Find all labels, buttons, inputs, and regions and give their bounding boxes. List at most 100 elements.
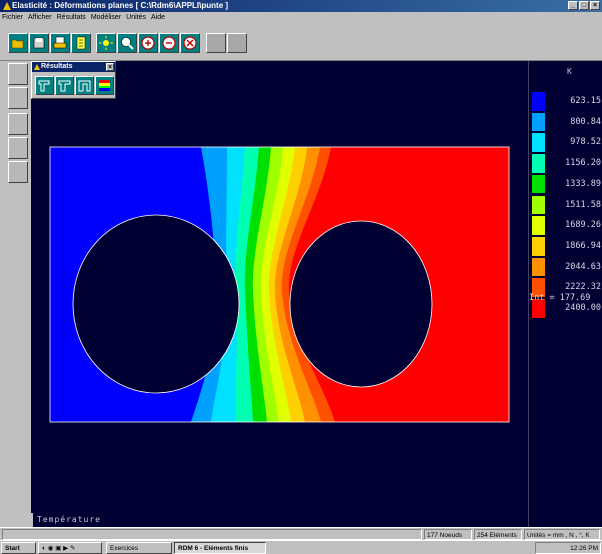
result-type-label: Température [33, 513, 528, 527]
legend-swatch [532, 92, 545, 111]
menu-aide[interactable]: Aide [151, 14, 166, 21]
zoom-in-icon [141, 36, 155, 50]
notepad-button[interactable] [71, 33, 91, 53]
legend-value: 2400.00 [565, 303, 601, 313]
legend-swatch [532, 154, 545, 173]
side-tool-button[interactable] [8, 137, 28, 159]
legend-value: 1511.58 [565, 199, 601, 210]
temperature-field-plot [49, 146, 510, 423]
menu-resultats[interactable]: Résultats [56, 14, 86, 21]
legend-swatch [532, 133, 545, 153]
warning-triangle-icon [34, 64, 40, 70]
legend-swatch [532, 257, 545, 277]
displacement-button[interactable] [55, 76, 74, 95]
zoom-out-button[interactable] [159, 33, 179, 53]
menu-afficher[interactable]: Afficher [28, 14, 52, 21]
notepad-icon [76, 36, 86, 50]
taskbar: Start ◐ ◉ ▣ ▶ ✎ Exercices RDM 6 - Elémen… [0, 540, 602, 554]
legend-unit: K [567, 67, 572, 76]
legend-swatch [532, 236, 545, 256]
menu-modeliser[interactable]: Modéliser [90, 14, 122, 21]
start-button[interactable]: Start [1, 542, 36, 554]
legend-value: 978.52 [570, 137, 601, 148]
legend-value: 1866.94 [565, 240, 601, 251]
task-exercices[interactable]: Exercices [106, 542, 172, 554]
quick-launch-icons[interactable]: ◐ ◉ ▣ ▶ ✎ [42, 545, 76, 552]
window-controls: _ □ × [568, 1, 600, 10]
close-button[interactable]: × [590, 1, 600, 10]
light-button[interactable] [96, 33, 116, 53]
maximize-button[interactable]: □ [579, 1, 589, 10]
legend-swatch [532, 299, 545, 318]
window-title: Elasticité : Déformations planes [ C:\Rd… [12, 1, 229, 10]
save-disk-icon [33, 37, 45, 49]
status-bar: 177 Noeuds 254 Eléments Unités = mm , N … [0, 527, 602, 540]
legend-swatch [532, 174, 545, 194]
open-button[interactable] [8, 33, 28, 53]
deformed-shape-button[interactable] [35, 76, 54, 95]
quick-launch-bar: ◐ ◉ ▣ ▶ ✎ [38, 542, 102, 554]
task-label: Exercices [110, 545, 139, 552]
drawing-canvas[interactable] [31, 61, 528, 513]
stress-button[interactable] [75, 76, 94, 95]
side-tool-button[interactable] [8, 63, 28, 85]
results-palette: Résultats × [31, 61, 116, 99]
sun-icon [99, 36, 113, 50]
save-button[interactable] [29, 33, 49, 53]
toolbar-blank-button[interactable] [227, 33, 247, 53]
legend-interval: Int = 177.69 [529, 293, 591, 303]
deformed-mesh-icon [38, 80, 50, 92]
side-tool-button[interactable] [8, 113, 28, 135]
legend-value: 2222.32 [565, 282, 601, 293]
zoom-reset-icon [183, 36, 197, 50]
legend-value: 1689.26 [565, 220, 601, 231]
isovalues-button[interactable] [95, 76, 114, 95]
toolbar [0, 23, 602, 61]
legend-value: 623.15 [570, 96, 601, 106]
shape-outline-icon [58, 80, 71, 92]
side-tool-button[interactable] [8, 161, 28, 183]
color-legend: K 623.15 800.84 978.52 1156.20 1333.89 1511.5… [528, 61, 602, 527]
warning-triangle-icon [3, 2, 11, 10]
print-button[interactable] [50, 33, 70, 53]
palette-close-button[interactable]: × [106, 63, 114, 71]
zoom-out-icon [162, 36, 176, 50]
shape-outline-icon [78, 80, 91, 92]
minimize-button[interactable]: _ [568, 1, 578, 10]
zoom-in-button[interactable] [138, 33, 158, 53]
status-message [2, 529, 422, 540]
side-tool-button[interactable] [8, 87, 28, 109]
system-tray: 12:26 PM [535, 542, 601, 554]
palette-title-bar: Résultats × [32, 62, 115, 72]
menu-fichier[interactable]: Fichier [2, 14, 24, 21]
legend-value: 2044.63 [565, 261, 601, 272]
task-rdm6[interactable]: RDM 6 - Eléments finis [174, 542, 266, 554]
left-hole [72, 214, 240, 394]
legend-swatch [532, 112, 545, 132]
legend-value: 800.84 [570, 116, 601, 127]
status-nodes: 177 Noeuds [424, 529, 472, 540]
plate-outline [49, 146, 510, 423]
color-map-icon [99, 80, 110, 91]
status-units: Unités = mm , N , °, K [524, 529, 600, 540]
title-bar: Elasticité : Déformations planes [ C:\Rd… [0, 0, 602, 12]
task-label: RDM 6 - Eléments finis [178, 545, 249, 552]
status-elements: 254 Eléments [474, 529, 522, 540]
legend-value: 1156.20 [565, 158, 601, 169]
open-folder-icon [11, 39, 24, 49]
zoom-reset-button[interactable] [180, 33, 200, 53]
clock: 12:26 PM [570, 545, 598, 552]
zoom-icon [121, 37, 134, 50]
left-toolbar [0, 61, 31, 528]
toolbar-blank-button[interactable] [206, 33, 226, 53]
start-label: Start [5, 545, 20, 552]
legend-swatch [532, 216, 545, 235]
legend-swatch [532, 278, 545, 297]
zoom-button[interactable] [117, 33, 137, 53]
print-icon [53, 36, 67, 49]
menu-bar: Fichier Afficher Résultats Modéliser Uni… [0, 12, 602, 23]
menu-unites[interactable]: Unités [126, 14, 147, 21]
legend-value: 1333.89 [565, 178, 601, 189]
palette-title: Résultats [41, 63, 73, 70]
